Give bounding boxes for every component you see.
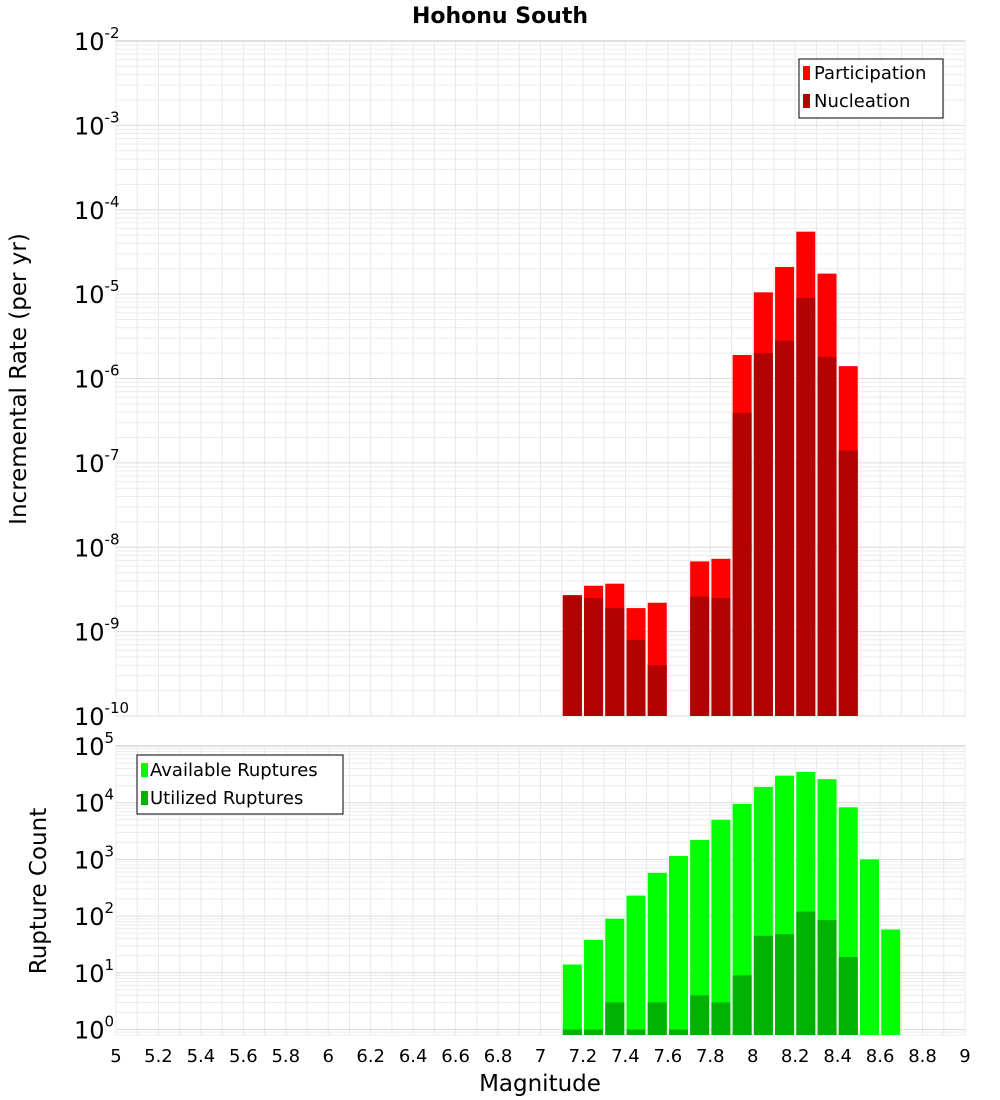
rate-y-tick-label: 10-4 [74, 193, 120, 225]
count-bar-utilized-ruptures [838, 956, 858, 1035]
x-tick-label: 8.6 [866, 1046, 895, 1067]
count-panel: 100 101 102 103 104 105 5 5.2 5.4 5.6 5.8 6 6.2 6.4 6… [26, 729, 971, 1097]
rate-y-tick-label: 10-7 [74, 446, 120, 478]
count-y-tick-label: 100 [74, 1013, 114, 1045]
count-bar-utilized-ruptures [647, 1002, 667, 1035]
count-legend-box [136, 754, 344, 815]
count-y-tick-label: 103 [74, 842, 114, 874]
count-bar-utilized-ruptures [690, 995, 710, 1035]
magnitude-x-ticks: 5 5.2 5.4 5.6 5.8 6 6.2 6.4 6.6 6.8 7 7.2 7.4 7.6 7.8 8… [110, 1046, 970, 1067]
x-tick-label: 7.8 [696, 1046, 725, 1067]
count-bar-available-ruptures [584, 939, 604, 1035]
rate-y-axis-label: Incremental Rate (per yr) [6, 233, 32, 525]
rate-bar-nucleation [775, 340, 795, 716]
participation-legend-swatch [803, 66, 810, 80]
rate-bar-nucleation [626, 639, 646, 716]
utilized-legend-label: Utilized Ruptures [150, 788, 303, 809]
participation-legend-label: Participation [814, 63, 926, 84]
count-bar-available-ruptures [647, 872, 667, 1035]
count-y-tick-label: 101 [74, 956, 114, 988]
x-tick-label: 7.6 [654, 1046, 683, 1067]
count-bar-utilized-ruptures [775, 934, 795, 1035]
count-bar-utilized-ruptures [796, 911, 816, 1035]
chart-title: Hohonu South [412, 4, 588, 29]
rate-bar-nucleation [690, 596, 710, 716]
count-bar-available-ruptures [562, 964, 582, 1035]
x-tick-label: 7.2 [569, 1046, 598, 1067]
count-legend: Available Ruptures Utilized Ruptures [136, 754, 344, 815]
x-tick-label: 5.8 [271, 1046, 300, 1067]
rate-bar-nucleation [732, 413, 752, 716]
x-tick-label: 6.2 [356, 1046, 385, 1067]
rate-y-tick-label: 10-3 [74, 108, 120, 140]
count-bar-available-ruptures [881, 929, 901, 1035]
count-bar-utilized-ruptures [584, 1029, 604, 1035]
rate-panel: 10-10 10-9 10-8 10-7 10-6 10-5 10-4 10-3 10-2 In… [6, 24, 966, 731]
count-bar-available-ruptures [711, 819, 731, 1035]
rate-y-tick-label: 10-6 [74, 362, 120, 394]
rate-y-tick-label: 10-2 [74, 24, 120, 56]
rate-y-tick-label: 10-8 [74, 530, 120, 562]
available-legend-label: Available Ruptures [150, 760, 318, 781]
count-bar-available-ruptures [626, 895, 646, 1035]
rate-bar-nucleation [711, 598, 731, 716]
x-tick-label: 6.8 [484, 1046, 513, 1067]
rate-y-tick-label: 10-5 [74, 277, 120, 309]
x-tick-label: 5.6 [229, 1046, 258, 1067]
count-y-ticks: 100 101 102 103 104 105 [74, 729, 114, 1045]
count-bars [562, 771, 901, 1035]
x-tick-label: 7.4 [611, 1046, 640, 1067]
count-bar-utilized-ruptures [817, 920, 837, 1035]
rate-bar-nucleation [605, 608, 625, 716]
x-tick-label: 7 [535, 1046, 546, 1067]
rate-bars [562, 231, 858, 716]
count-bar-utilized-ruptures [626, 1029, 646, 1035]
count-bar-available-ruptures [690, 839, 710, 1035]
rate-y-tick-label: 10-9 [74, 615, 120, 647]
nucleation-legend-label: Nucleation [814, 91, 910, 112]
rate-grid [115, 41, 966, 717]
x-tick-label: 8 [747, 1046, 758, 1067]
rate-legend-box [798, 58, 944, 119]
x-tick-label: 8.8 [908, 1046, 937, 1067]
x-tick-label: 5.2 [144, 1046, 173, 1067]
rate-bar-nucleation [647, 665, 667, 716]
count-bar-available-ruptures [668, 855, 688, 1035]
x-tick-label: 6.6 [441, 1046, 470, 1067]
x-axis-label: Magnitude [479, 1071, 601, 1097]
count-bar-available-ruptures [859, 859, 879, 1035]
x-tick-label: 6 [323, 1046, 334, 1067]
count-y-tick-label: 102 [74, 899, 114, 931]
rate-bar-nucleation [796, 297, 816, 716]
x-tick-label: 9 [959, 1046, 970, 1067]
rate-bar-nucleation [584, 598, 604, 716]
rate-y-tick-label: 10-10 [74, 699, 129, 731]
rate-bar-nucleation [562, 595, 582, 716]
count-bar-utilized-ruptures [711, 1002, 731, 1035]
rate-bar-nucleation [753, 353, 773, 716]
count-bar-utilized-ruptures [753, 935, 773, 1035]
x-tick-label: 8.2 [781, 1046, 810, 1067]
x-tick-label: 6.4 [399, 1046, 428, 1067]
x-tick-label: 5.4 [187, 1046, 216, 1067]
rate-bar-nucleation [838, 450, 858, 716]
rate-bar-nucleation [817, 356, 837, 716]
available-legend-swatch [141, 763, 148, 777]
count-y-axis-label: Rupture Count [26, 808, 52, 974]
x-tick-label: 5 [110, 1046, 121, 1067]
count-y-tick-label: 105 [74, 729, 114, 761]
utilized-legend-swatch [141, 791, 148, 805]
x-tick-label: 8.4 [823, 1046, 852, 1067]
count-bar-utilized-ruptures [605, 1002, 625, 1035]
count-bar-utilized-ruptures [562, 1029, 582, 1035]
rate-legend: Participation Nucleation [798, 58, 944, 119]
count-y-tick-label: 104 [74, 786, 114, 818]
nucleation-legend-swatch [803, 94, 810, 108]
rate-y-ticks: 10-10 10-9 10-8 10-7 10-6 10-5 10-4 10-3 10-2 [74, 24, 129, 731]
count-bar-utilized-ruptures [732, 975, 752, 1035]
count-bar-utilized-ruptures [668, 1029, 688, 1035]
